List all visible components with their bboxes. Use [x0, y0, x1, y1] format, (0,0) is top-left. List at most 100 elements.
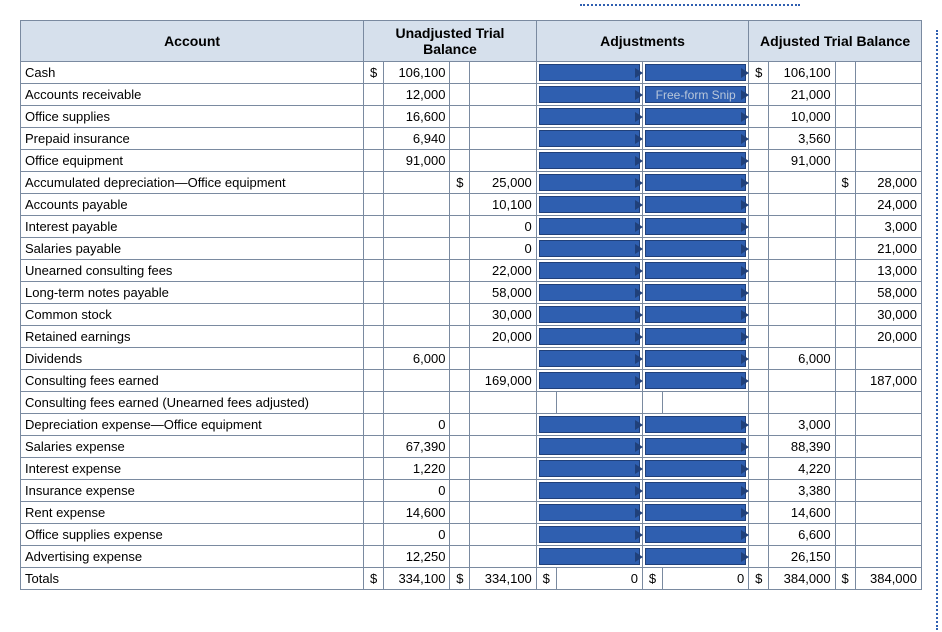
- adjustment-credit-input[interactable]: [643, 370, 749, 392]
- adjustment-credit-input[interactable]: [643, 348, 749, 370]
- adjustment-credit-input[interactable]: [643, 436, 749, 458]
- adjustment-credit-input[interactable]: [643, 480, 749, 502]
- currency-cell: [835, 62, 855, 84]
- value-cell: [769, 260, 835, 282]
- table-row: Interest expense1,2204,220: [21, 458, 922, 480]
- value-cell: [855, 414, 921, 436]
- value-cell: 14,600: [384, 502, 450, 524]
- table-row: Totals$334,100$334,100$0$0$384,000$384,0…: [21, 568, 922, 590]
- currency-cell: [749, 414, 769, 436]
- adjustment-debit-input[interactable]: [536, 216, 642, 238]
- adjustment-credit-input[interactable]: [643, 458, 749, 480]
- value-cell: 88,390: [769, 436, 835, 458]
- currency-cell: [364, 106, 384, 128]
- currency-cell: [364, 414, 384, 436]
- adjustment-credit-input[interactable]: [643, 260, 749, 282]
- value-cell: [855, 62, 921, 84]
- adjustment-debit-input[interactable]: [536, 370, 642, 392]
- currency-cell: [450, 480, 470, 502]
- adjustment-debit-input[interactable]: [536, 172, 642, 194]
- value-cell: [855, 524, 921, 546]
- currency-cell: [450, 238, 470, 260]
- currency-cell: [749, 436, 769, 458]
- currency-cell: [450, 348, 470, 370]
- account-cell: Prepaid insurance: [21, 128, 364, 150]
- adjustment-credit-input[interactable]: [643, 62, 749, 84]
- adjustment-debit-input[interactable]: [536, 414, 642, 436]
- value-cell: [384, 216, 450, 238]
- adjustment-credit-input[interactable]: [643, 282, 749, 304]
- value-cell: [470, 392, 536, 414]
- value-cell: 13,000: [855, 260, 921, 282]
- adjustment-credit-input[interactable]: [643, 524, 749, 546]
- currency-cell: $: [450, 172, 470, 194]
- adjustment-debit-input[interactable]: [536, 546, 642, 568]
- adjustment-credit-input[interactable]: [643, 304, 749, 326]
- adjustment-debit-input[interactable]: [536, 194, 642, 216]
- adjustment-credit-input[interactable]: [643, 172, 749, 194]
- adjustment-credit-input[interactable]: Free-form Snip: [643, 84, 749, 106]
- value-cell: [769, 238, 835, 260]
- adjustment-debit-input[interactable]: [536, 480, 642, 502]
- account-cell: Long-term notes payable: [21, 282, 364, 304]
- value-cell: [855, 150, 921, 172]
- account-cell: Office equipment: [21, 150, 364, 172]
- currency-cell: [749, 370, 769, 392]
- value-cell: [855, 348, 921, 370]
- adjustment-debit-input[interactable]: [536, 304, 642, 326]
- adjustment-debit-input[interactable]: [536, 458, 642, 480]
- account-cell: Accounts payable: [21, 194, 364, 216]
- account-cell: Advertising expense: [21, 546, 364, 568]
- table-row: Office equipment91,00091,000: [21, 150, 922, 172]
- empty-cell: [556, 392, 642, 414]
- value-cell: 6,000: [384, 348, 450, 370]
- adjustment-debit-input[interactable]: [536, 348, 642, 370]
- adjustment-credit-input[interactable]: [643, 414, 749, 436]
- table-row: Accounts payable10,10024,000: [21, 194, 922, 216]
- currency-cell: [835, 238, 855, 260]
- currency-cell: [450, 502, 470, 524]
- value-cell: 26,150: [769, 546, 835, 568]
- adjustment-credit-input[interactable]: [643, 128, 749, 150]
- currency-cell: [749, 326, 769, 348]
- decorative-dotted-top: [580, 4, 800, 6]
- adjustment-debit-input[interactable]: [536, 260, 642, 282]
- adjustment-debit-input[interactable]: [536, 62, 642, 84]
- currency-cell: [835, 84, 855, 106]
- adjustment-debit-input[interactable]: [536, 326, 642, 348]
- adjustment-debit-input[interactable]: [536, 436, 642, 458]
- adjustment-credit-input[interactable]: [643, 216, 749, 238]
- adjustment-debit-input[interactable]: [536, 84, 642, 106]
- adjustment-credit-input[interactable]: [643, 106, 749, 128]
- adjustment-debit-input[interactable]: [536, 128, 642, 150]
- value-cell: 6,000: [769, 348, 835, 370]
- adjustment-debit-input[interactable]: [536, 524, 642, 546]
- adjustment-debit-input[interactable]: [536, 282, 642, 304]
- adjustment-debit-input[interactable]: [536, 150, 642, 172]
- currency-cell: [835, 304, 855, 326]
- currency-cell: [450, 194, 470, 216]
- adjustment-debit-input[interactable]: [536, 238, 642, 260]
- adjustment-debit-input[interactable]: [536, 502, 642, 524]
- currency-cell: [835, 370, 855, 392]
- adjustment-debit-input[interactable]: [536, 106, 642, 128]
- adjustment-credit-input[interactable]: [643, 238, 749, 260]
- currency-cell: [364, 326, 384, 348]
- adjustment-credit-input[interactable]: [643, 194, 749, 216]
- value-cell: [384, 370, 450, 392]
- value-cell: [384, 304, 450, 326]
- adjustment-credit-input[interactable]: [643, 546, 749, 568]
- currency-cell: [364, 150, 384, 172]
- currency-cell: [749, 128, 769, 150]
- account-cell: Totals: [21, 568, 364, 590]
- currency-cell: [749, 106, 769, 128]
- adjustment-credit-input[interactable]: [643, 502, 749, 524]
- adjustment-credit-input[interactable]: [643, 326, 749, 348]
- value-cell: 3,380: [769, 480, 835, 502]
- adjustment-credit-input[interactable]: [643, 150, 749, 172]
- value-cell: 3,000: [855, 216, 921, 238]
- value-cell: [855, 106, 921, 128]
- table-row: Rent expense14,60014,600: [21, 502, 922, 524]
- value-cell: 22,000: [470, 260, 536, 282]
- table-row: Salaries payable021,000: [21, 238, 922, 260]
